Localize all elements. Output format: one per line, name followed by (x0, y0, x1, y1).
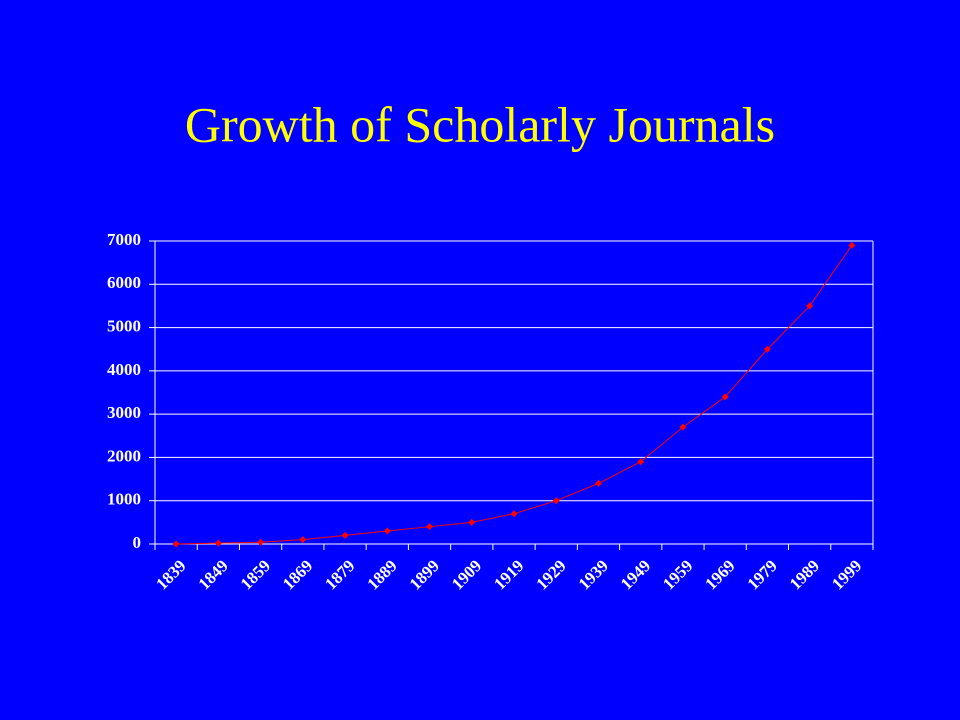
y-tick-label: 1000 (107, 490, 141, 509)
marker (552, 497, 560, 505)
marker (299, 536, 307, 544)
marker (257, 538, 265, 546)
y-tick-label: 0 (133, 533, 142, 552)
y-tick-label: 5000 (107, 316, 141, 335)
y-tick-label: 2000 (107, 446, 141, 465)
marker (341, 531, 349, 539)
y-tick-label: 3000 (107, 403, 141, 422)
y-tick-label: 7000 (107, 230, 141, 249)
marker (510, 510, 518, 518)
marker (594, 479, 602, 487)
marker (679, 423, 687, 431)
chart-title: Growth of Scholarly Journals (185, 96, 775, 152)
marker (426, 523, 434, 531)
y-tick-label: 4000 (107, 360, 141, 379)
marker (468, 518, 476, 526)
marker (806, 302, 814, 310)
marker (848, 241, 856, 249)
marker (383, 527, 391, 535)
marker (763, 345, 771, 353)
marker (172, 540, 180, 548)
marker (637, 458, 645, 466)
y-tick-label: 6000 (107, 273, 141, 292)
marker (721, 393, 729, 401)
marker (214, 539, 222, 547)
